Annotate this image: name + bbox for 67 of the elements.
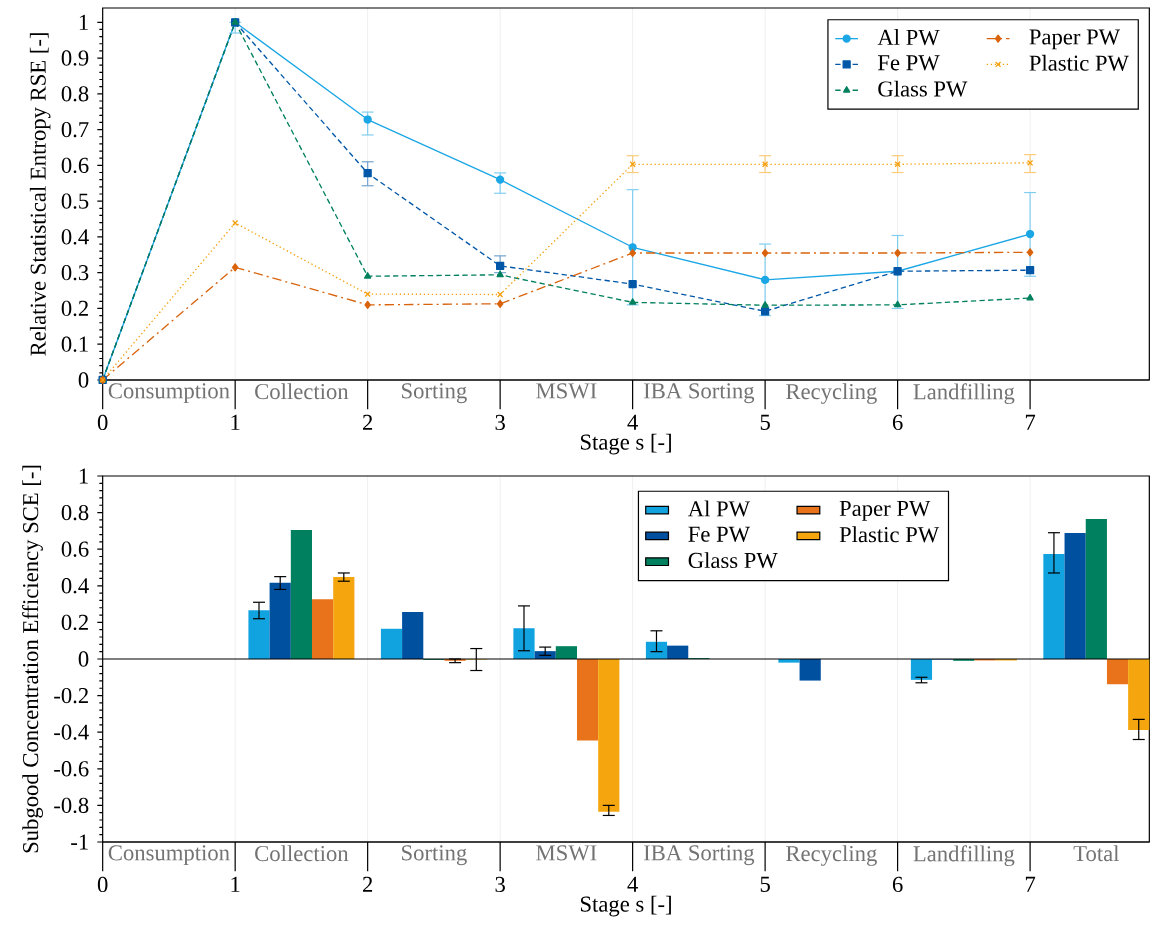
legend-label: Glass PW [688, 552, 778, 569]
text: Consumption [108, 383, 230, 404]
text: Sorting [402, 845, 467, 866]
text: Landfilling [913, 383, 1015, 405]
y-tick-label: 0.9 [61, 50, 89, 66]
x-tick-label: 5 [760, 414, 770, 430]
text: Recycling [786, 845, 877, 866]
text: Collection [255, 383, 349, 400]
x-tick-label: 4 [627, 876, 638, 892]
y-tick-label: 0.8 [61, 86, 89, 102]
y-tick-label: -0.8 [54, 797, 89, 814]
x-tick-label: 1 [231, 414, 240, 430]
x-tick-label: 5 [760, 876, 770, 892]
legend-label: Glass PW [878, 80, 968, 97]
y-axis-title: Relative Statistical Entropy RSE [-] [29, 33, 51, 356]
x-tick-label: 1 [231, 876, 240, 892]
y-tick-label: 0.1 [61, 336, 88, 352]
y-axis-title: Subgood Concentration Efficiency SCE [-] [22, 465, 43, 853]
legend-label: Paper PW [1029, 29, 1121, 50]
x-tick-label: 2 [362, 876, 373, 892]
legend-label: Fe PW [688, 526, 750, 542]
text: MSWI [536, 383, 597, 399]
x-tick-label: 3 [495, 414, 505, 431]
y-tick-label: 0.2 [61, 614, 88, 631]
legend-label: Fe PW [878, 55, 940, 71]
legend-label: Al PW [877, 29, 940, 46]
text: MSWI [536, 845, 597, 861]
text: IBA Sorting [643, 845, 755, 866]
x-tick-label: 7 [1025, 414, 1036, 430]
y-tick-label: -0.2 [54, 687, 88, 704]
text: Total [1073, 845, 1120, 862]
x-axis-title: Stage s [-] [580, 895, 671, 917]
x-tick-label: 0 [97, 876, 108, 893]
y-tick-label: 0 [78, 651, 89, 667]
y-tick-label: -0.6 [54, 761, 89, 777]
y-tick-label: 0.7 [61, 121, 89, 138]
y-tick-label: 0.3 [61, 264, 89, 281]
x-axis-title: Stage s [-] [580, 433, 671, 455]
legend-label: Plastic PW [839, 526, 940, 543]
y-tick-label: -1 [71, 834, 88, 850]
x-tick-label: 6 [892, 876, 903, 893]
x-tick-label: 4 [627, 414, 638, 430]
y-tick-label: 0.6 [61, 157, 89, 174]
text: Sorting [402, 383, 467, 404]
y-tick-label: 0.4 [61, 229, 89, 245]
y-tick-label: 0.8 [61, 504, 89, 521]
legend-label: Plastic PW [1029, 54, 1129, 71]
x-tick-label: 6 [892, 414, 903, 431]
y-tick-label: -0.4 [54, 724, 89, 740]
x-tick-label: 3 [495, 876, 505, 893]
y-tick-label: 0.4 [61, 578, 89, 594]
legend-label: Al PW [687, 500, 750, 517]
y-tick-label: 0.2 [61, 300, 88, 317]
y-tick-label: 1 [79, 14, 88, 30]
x-tick-label: 0 [97, 414, 108, 431]
y-tick-label: 0.6 [61, 541, 89, 557]
y-tick-label: 0 [78, 372, 89, 388]
text: Consumption [108, 845, 230, 866]
legend-label: Paper PW [839, 500, 931, 521]
y-tick-label: 1 [79, 468, 88, 484]
x-tick-label: 7 [1025, 876, 1036, 892]
y-tick-label: 0.5 [61, 193, 89, 209]
text: Collection [255, 845, 349, 862]
x-tick-label: 2 [362, 414, 373, 430]
text: IBA Sorting [643, 383, 755, 404]
text: Recycling [786, 383, 877, 404]
text: Landfilling [913, 845, 1015, 867]
